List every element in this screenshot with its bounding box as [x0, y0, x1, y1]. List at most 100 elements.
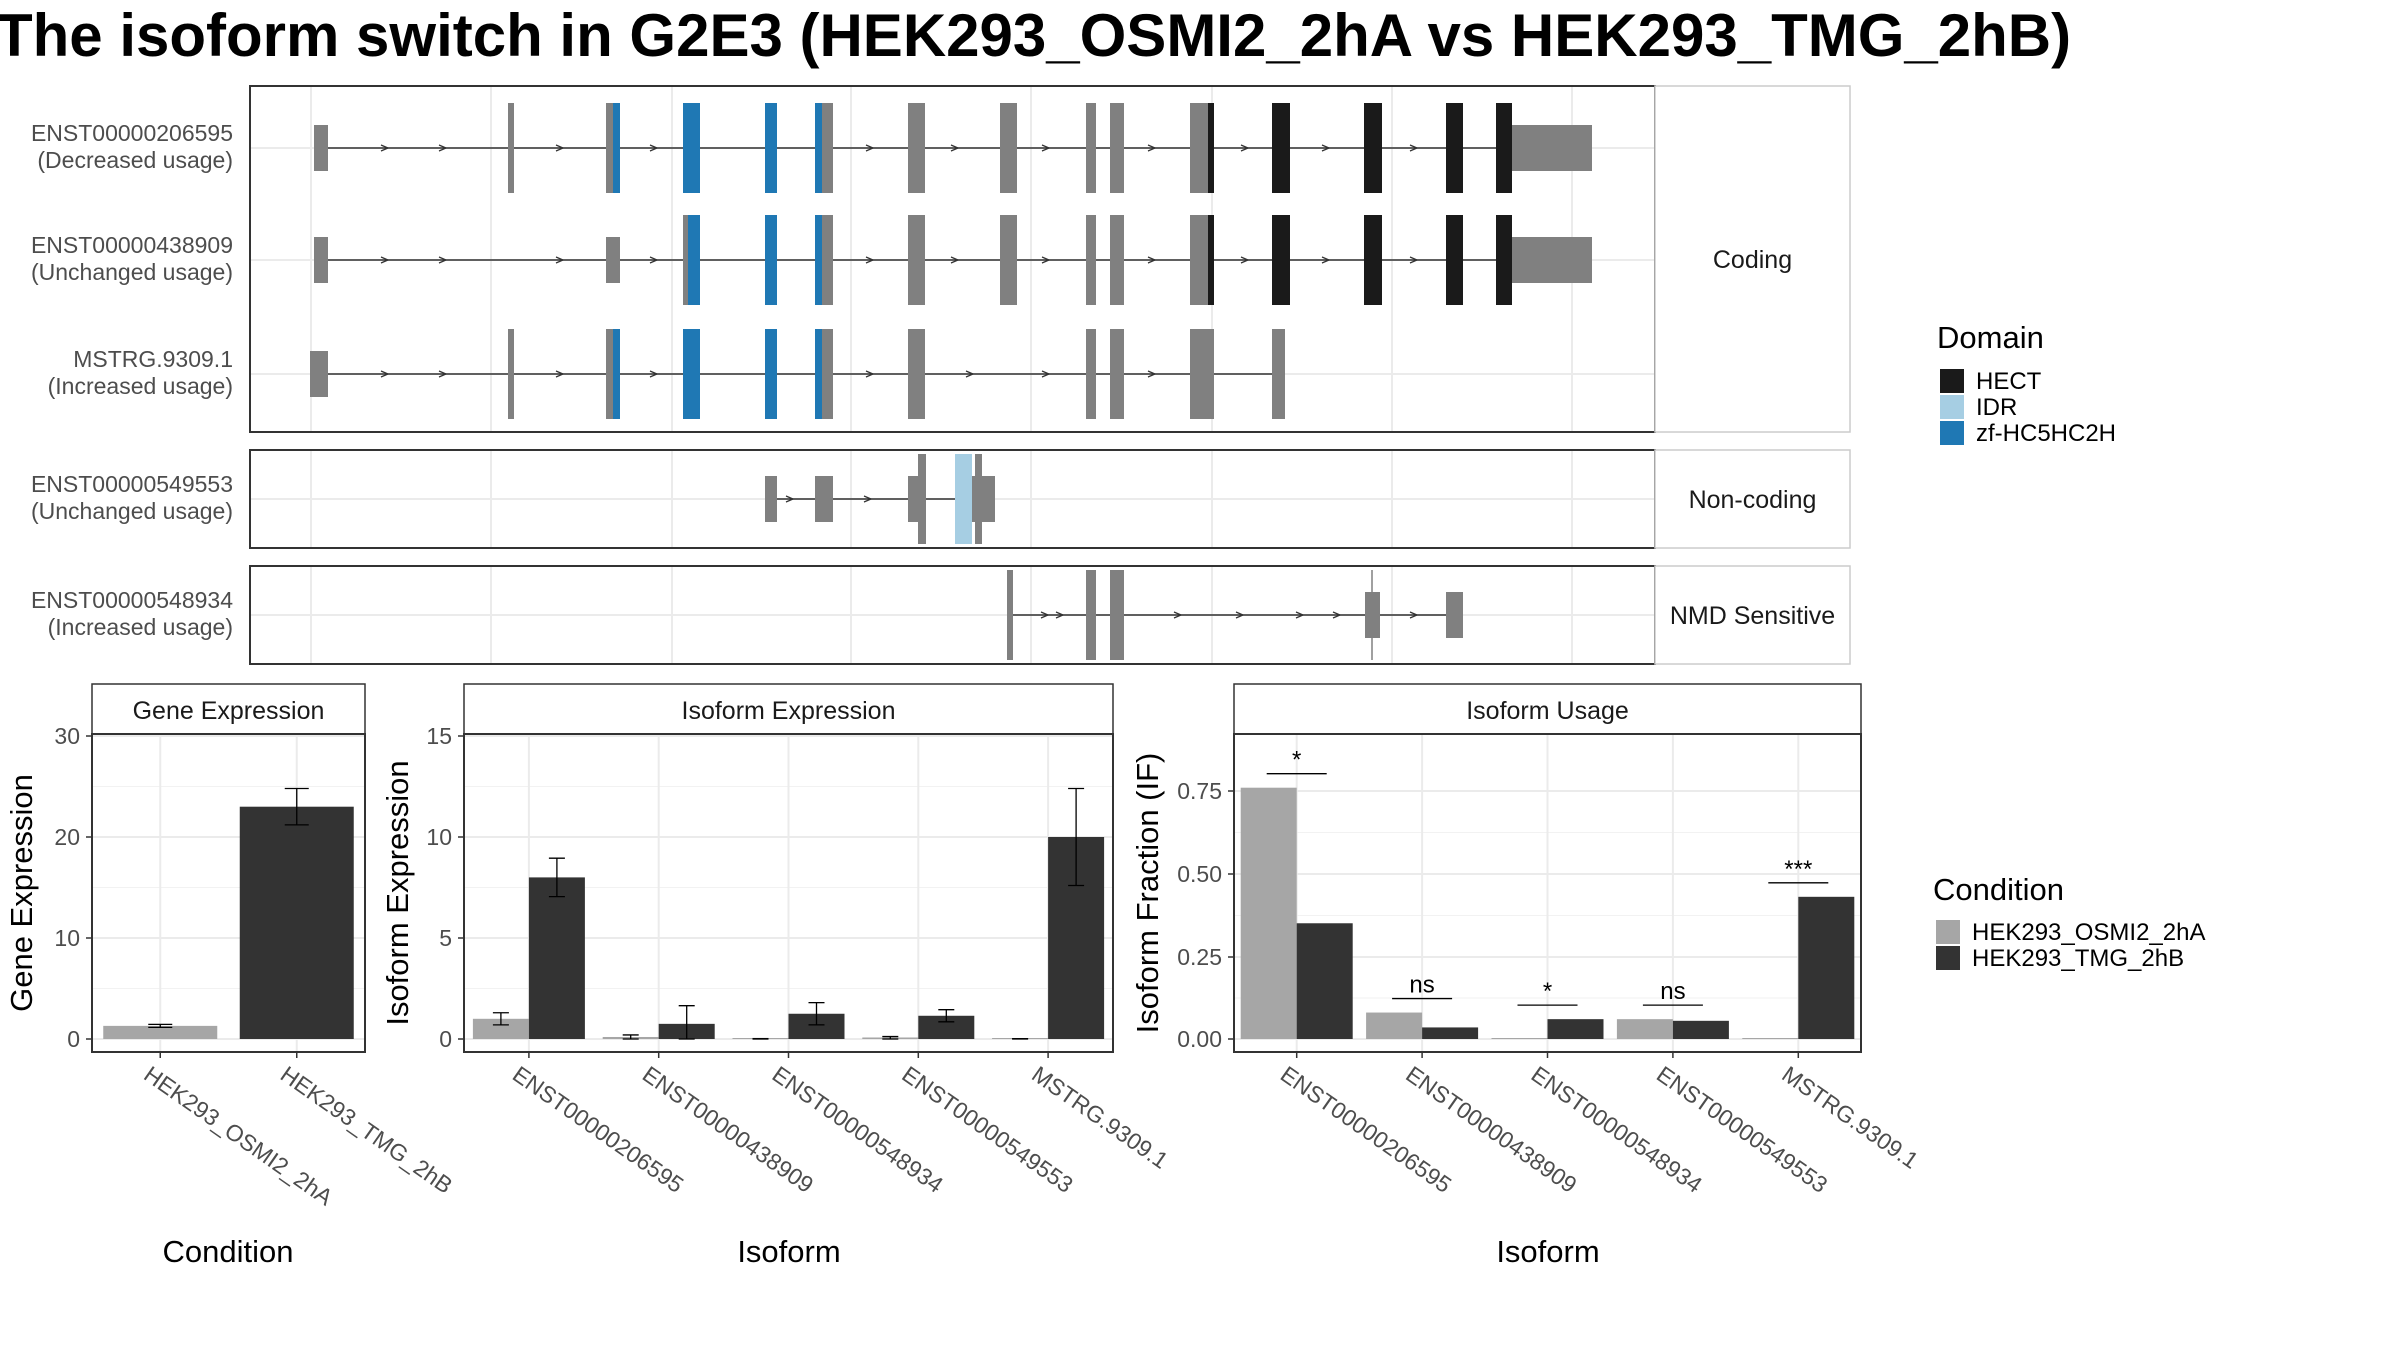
domain-segment — [815, 215, 822, 305]
bar — [1240, 787, 1297, 1039]
domain-segment — [955, 454, 972, 544]
strand-arrow — [438, 256, 448, 264]
strand-arrow — [380, 144, 390, 152]
y-tick-label: 30 — [54, 723, 80, 749]
strand-arrow — [1055, 611, 1065, 619]
exon — [1110, 329, 1124, 419]
strand-arrow — [1409, 144, 1419, 152]
bar — [1672, 1020, 1729, 1039]
domain-segment — [688, 215, 700, 305]
exon — [606, 237, 620, 283]
exon — [1272, 329, 1285, 419]
exon — [908, 103, 925, 193]
exon — [314, 237, 328, 283]
strand-arrow — [1147, 144, 1157, 152]
x-axis-title: Isoform — [1496, 1234, 1599, 1269]
strand-arrow — [1147, 256, 1157, 264]
x-axis-title: Condition — [163, 1234, 294, 1269]
domain-segment — [613, 329, 620, 419]
exon — [918, 454, 926, 544]
exon — [908, 476, 920, 522]
strand-arrow — [1041, 256, 1051, 264]
transcript-usage-label: (Unchanged usage) — [31, 498, 233, 524]
exon — [1086, 570, 1096, 660]
x-axis-title: Isoform — [737, 1234, 840, 1269]
transcript-facet-2: Non-coding — [249, 449, 1851, 549]
bar — [472, 1018, 529, 1039]
exon — [765, 476, 777, 522]
chart-strip — [91, 683, 366, 735]
domain-segment — [1272, 215, 1290, 305]
domain-legend-label: HECT — [1976, 368, 2042, 395]
bar — [1547, 1019, 1604, 1039]
exon — [1086, 215, 1096, 305]
domain-segment — [613, 103, 620, 193]
chart-title: Isoform Usage — [1466, 697, 1629, 725]
chart-title: Gene Expression — [133, 697, 325, 725]
significance-label: * — [1292, 747, 1301, 774]
strand-arrow — [1041, 370, 1051, 378]
domain-segment — [1272, 103, 1290, 193]
bar — [1422, 1027, 1479, 1039]
chart-panel-border — [91, 733, 366, 1053]
exon — [1086, 329, 1096, 419]
exon — [310, 351, 328, 397]
strand-arrow — [865, 144, 875, 152]
domain-segment — [1364, 215, 1382, 305]
strand-arrow — [1240, 144, 1250, 152]
strand-arrow — [1295, 611, 1305, 619]
domain-segment — [1446, 103, 1463, 193]
exon — [1110, 103, 1124, 193]
bar — [1296, 923, 1353, 1039]
transcript-usage-label: (Increased usage) — [48, 373, 233, 399]
bar — [1491, 1038, 1548, 1039]
bar — [918, 1015, 975, 1039]
chart-title: Isoform Expression — [682, 697, 896, 725]
domain-segment — [683, 103, 700, 193]
y-tick-label: 0.25 — [1177, 944, 1222, 970]
exon — [975, 454, 982, 544]
transcript-model-5 — [1007, 570, 1463, 660]
facet-strip-label: Non-coding — [1689, 486, 1817, 514]
facet-strip — [1654, 85, 1851, 433]
utr-exon — [1512, 125, 1592, 171]
facet-strip — [1654, 565, 1851, 665]
transcript-model-3 — [310, 329, 1285, 419]
strand-arrow — [1173, 611, 1183, 619]
strand-arrow — [1235, 611, 1245, 619]
strand-arrow — [950, 144, 960, 152]
domain-segment — [1208, 103, 1214, 193]
y-tick-label: 0 — [67, 1026, 80, 1052]
exon — [1446, 592, 1463, 638]
y-tick-label: 10 — [54, 925, 80, 951]
y-tick-label: 20 — [54, 824, 80, 850]
bar — [1798, 896, 1855, 1039]
condition-legend-key — [1936, 946, 1960, 970]
chart-strip — [1233, 683, 1862, 735]
strand-arrow — [1409, 256, 1419, 264]
strand-arrow — [649, 370, 659, 378]
condition-legend-key — [1936, 920, 1960, 944]
strand-arrow — [863, 495, 873, 503]
domain-segment — [683, 329, 700, 419]
y-tick-label: 0.75 — [1177, 778, 1222, 804]
strand-arrow — [438, 144, 448, 152]
bar — [1366, 1012, 1423, 1039]
y-axis-title: Isoform Expression — [380, 760, 415, 1025]
domain-legend-title: Domain — [1937, 320, 2044, 355]
strand-arrow — [865, 256, 875, 264]
domain-segment — [815, 329, 822, 419]
strand-arrow — [649, 144, 659, 152]
exon — [508, 103, 514, 193]
facet-strip-label: NMD Sensitive — [1670, 602, 1835, 630]
exon — [1000, 215, 1017, 305]
domain-segment — [765, 329, 777, 419]
exon — [1086, 103, 1096, 193]
expression-bar-charts: Gene Expression0102030HEK293_OSMI2_2hAHE… — [4, 683, 1923, 1269]
exon — [1007, 570, 1013, 660]
domain-legend-key — [1940, 395, 1964, 419]
y-tick-label: 5 — [439, 925, 452, 951]
bar — [1742, 1038, 1799, 1039]
facet-strip — [1654, 449, 1851, 549]
